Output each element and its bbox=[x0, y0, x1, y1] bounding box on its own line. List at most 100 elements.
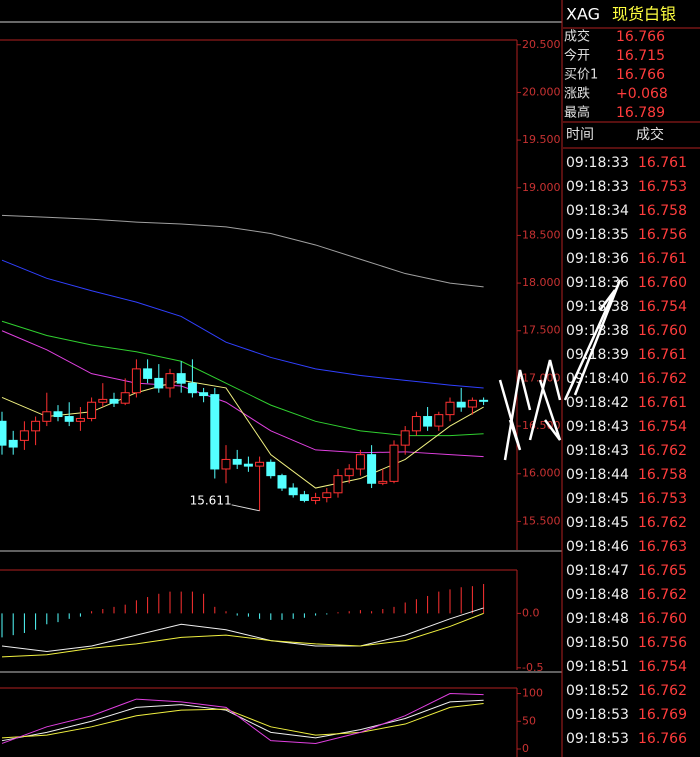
candle-body bbox=[8, 439, 18, 448]
candle-body bbox=[154, 377, 164, 389]
quote-label: 买价1 bbox=[564, 68, 598, 83]
candle-body bbox=[355, 454, 365, 470]
indicator-line bbox=[1, 699, 484, 742]
candle-body bbox=[266, 461, 276, 477]
candle-body bbox=[199, 392, 209, 397]
tick-price: 16.763 bbox=[638, 539, 687, 555]
tick-time: 09:18:33 bbox=[566, 179, 629, 195]
indicator-line bbox=[1, 259, 484, 389]
tick-time: 09:18:36 bbox=[566, 275, 629, 291]
y-tick-label: 20.000 bbox=[522, 85, 561, 98]
tick-price: 16.761 bbox=[638, 155, 687, 171]
tick-price: 16.761 bbox=[638, 347, 687, 363]
candle-body bbox=[187, 382, 197, 394]
tick-price: 16.760 bbox=[638, 323, 687, 339]
candle-body bbox=[143, 368, 153, 379]
y-tick-label: 0 bbox=[522, 742, 529, 755]
indicator-line bbox=[1, 320, 484, 437]
tick-price: 16.754 bbox=[638, 299, 687, 315]
candle-body bbox=[232, 458, 242, 465]
candle-body bbox=[19, 430, 29, 441]
tick-price: 16.769 bbox=[638, 707, 687, 723]
quote-value: 16.766 bbox=[616, 67, 665, 83]
candle-body bbox=[0, 420, 7, 446]
tick-time: 09:18:48 bbox=[566, 587, 629, 603]
candle-body bbox=[445, 401, 455, 416]
candle-body bbox=[479, 399, 489, 402]
tick-price: 16.760 bbox=[638, 611, 687, 627]
y-tick-label: 20.500 bbox=[522, 38, 561, 51]
candle-body bbox=[165, 373, 175, 389]
tick-time: 09:18:36 bbox=[566, 251, 629, 267]
symbol-name: 现货白银 bbox=[612, 5, 676, 24]
tick-price: 16.761 bbox=[638, 251, 687, 267]
indicator-line bbox=[1, 703, 484, 739]
tick-time: 09:18:38 bbox=[566, 299, 629, 315]
tick-price: 16.753 bbox=[638, 491, 687, 507]
tick-price: 16.758 bbox=[638, 467, 687, 483]
y-tick-label: 0.0 bbox=[522, 606, 540, 619]
y-tick-label: 18.000 bbox=[522, 276, 561, 289]
drawn-arrows bbox=[498, 279, 622, 461]
tick-time: 09:18:45 bbox=[566, 515, 629, 531]
candle-body bbox=[299, 494, 309, 501]
y-tick-label: 16.000 bbox=[522, 467, 561, 480]
candle-body bbox=[378, 480, 388, 484]
tick-price: 16.753 bbox=[638, 179, 687, 195]
tick-time: 09:18:35 bbox=[566, 227, 629, 243]
tick-time: 09:18:48 bbox=[566, 611, 629, 627]
candle-body bbox=[87, 401, 97, 419]
tick-time: 09:18:50 bbox=[566, 635, 629, 651]
candle-body bbox=[389, 444, 399, 482]
candle-body bbox=[53, 411, 63, 418]
candle-body bbox=[120, 392, 130, 404]
quote-label: 今开 bbox=[564, 48, 590, 64]
low-marker bbox=[231, 504, 260, 512]
candle-body bbox=[322, 492, 332, 499]
tick-time: 09:18:44 bbox=[566, 467, 629, 483]
indicator-line bbox=[1, 612, 484, 658]
tick-price: 16.756 bbox=[638, 227, 687, 243]
tick-price: 16.760 bbox=[638, 275, 687, 291]
candle-body bbox=[367, 454, 377, 484]
tick-price: 16.754 bbox=[638, 659, 687, 675]
indicator-line bbox=[1, 607, 484, 652]
y-tick-label: 19.500 bbox=[522, 133, 561, 146]
tick-time: 09:18:53 bbox=[566, 731, 629, 747]
quote-value: 16.715 bbox=[616, 48, 665, 64]
candle-body bbox=[400, 430, 410, 446]
tick-time: 09:18:47 bbox=[566, 563, 629, 579]
tick-time: 09:18:45 bbox=[566, 491, 629, 507]
y-tick-label: 100 bbox=[522, 687, 543, 700]
candle-body bbox=[75, 417, 85, 422]
indicator-line bbox=[1, 214, 484, 288]
tick-price: 16.758 bbox=[638, 203, 687, 219]
y-tick-label: 50 bbox=[522, 714, 536, 727]
tick-time: 09:18:39 bbox=[566, 347, 629, 363]
quote-label: 成交 bbox=[564, 29, 590, 45]
candle-body bbox=[210, 394, 220, 470]
low-label: 15.611 bbox=[190, 493, 232, 507]
tick-price: 16.765 bbox=[638, 563, 687, 579]
column-header: 时间 bbox=[566, 127, 594, 143]
candle-body bbox=[311, 497, 321, 501]
quote-label: 涨跌 bbox=[564, 86, 590, 102]
candle-body bbox=[456, 401, 466, 408]
candle-body bbox=[64, 416, 74, 422]
candle-body bbox=[98, 398, 108, 403]
tick-time: 09:18:34 bbox=[566, 203, 629, 219]
indicator-line bbox=[1, 693, 484, 744]
tick-time: 09:18:42 bbox=[566, 395, 629, 411]
indicator-line bbox=[1, 379, 484, 489]
candle-body bbox=[131, 368, 141, 394]
candle-body bbox=[109, 398, 119, 404]
y-tick-label: 17.000 bbox=[522, 371, 561, 384]
tick-time: 09:18:46 bbox=[566, 539, 629, 555]
candle-body bbox=[42, 411, 52, 422]
candle-body bbox=[434, 414, 444, 427]
tick-time: 09:18:43 bbox=[566, 419, 629, 435]
y-tick-label: 19.000 bbox=[522, 181, 561, 194]
y-tick-label: -0.5 bbox=[522, 661, 543, 674]
tick-time: 09:18:53 bbox=[566, 707, 629, 723]
